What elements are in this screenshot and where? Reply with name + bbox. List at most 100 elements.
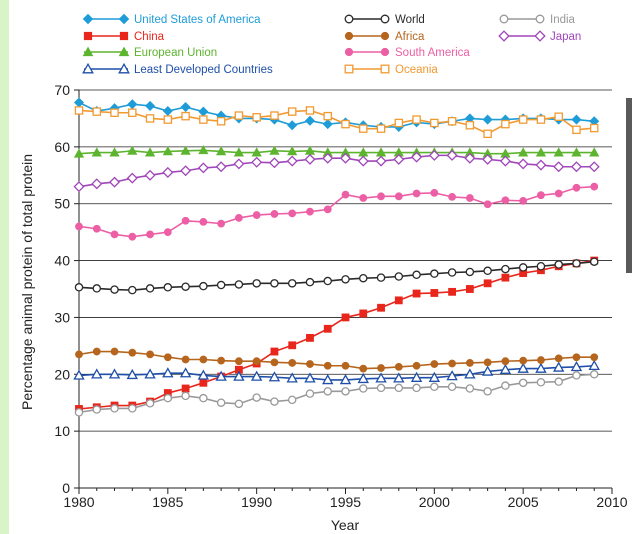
legend-label: China	[134, 31, 165, 43]
data-point-oceania	[376, 124, 386, 133]
data-point-least-developed-countries	[91, 368, 103, 379]
data-point-japan	[464, 152, 476, 164]
data-point-world	[323, 276, 332, 286]
legend-swatch-marker	[82, 62, 94, 74]
legend-swatch-marker	[82, 46, 94, 57]
data-point-china	[448, 287, 456, 296]
legend-swatch-marker	[534, 30, 546, 42]
data-point-least-developed-countries	[499, 363, 512, 374]
data-point-least-developed-countries	[481, 365, 494, 376]
data-point-least-developed-countries	[552, 361, 565, 372]
data-point-oceania	[589, 123, 599, 133]
data-point-least-developed-countries	[215, 370, 227, 381]
data-point-oceania	[270, 111, 279, 120]
data-point-japan	[91, 178, 103, 190]
data-point-japan	[535, 159, 547, 171]
data-point-africa	[359, 364, 368, 373]
data-point-oceania	[447, 117, 457, 126]
legend-item-oceania: Oceania	[344, 64, 438, 76]
data-point-oceania	[181, 111, 190, 121]
data-point-africa	[234, 357, 243, 366]
data-point-africa	[394, 362, 403, 371]
legend-swatch-marker	[344, 14, 354, 24]
data-point-south-america	[394, 192, 403, 201]
legend-item-world: World	[344, 14, 425, 26]
legend-swatch-marker	[344, 64, 354, 74]
series-world	[74, 257, 599, 295]
series-european-union	[73, 145, 600, 158]
data-point-world	[518, 263, 528, 272]
data-point-africa	[519, 356, 528, 365]
legend-item-least-developed-countries: Least Developed Countries	[82, 62, 273, 76]
data-point-least-developed-countries	[268, 371, 281, 382]
data-point-india	[234, 399, 244, 409]
data-point-oceania	[74, 106, 84, 115]
data-point-south-america	[128, 232, 137, 241]
data-point-least-developed-countries	[304, 372, 316, 383]
data-point-south-america	[146, 230, 154, 239]
legend-swatch-marker	[82, 13, 94, 25]
data-point-european-union	[269, 145, 280, 155]
data-point-world	[163, 283, 173, 292]
y-tick-label: 10	[54, 423, 70, 439]
data-point-least-developed-countries	[250, 370, 263, 381]
data-point-world	[554, 260, 563, 269]
data-point-africa	[377, 364, 385, 372]
data-point-japan	[215, 161, 227, 173]
legend-item-china: China	[83, 31, 165, 43]
data-point-least-developed-countries	[428, 371, 441, 382]
data-point-least-developed-countries	[197, 369, 210, 380]
data-point-africa	[92, 347, 101, 356]
data-point-africa	[483, 358, 492, 367]
legend-swatch-marker	[498, 30, 510, 42]
data-point-oceania	[92, 107, 102, 116]
data-point-india	[216, 398, 226, 407]
data-point-south-america	[163, 228, 172, 237]
legend-swatch-marker	[380, 31, 390, 41]
data-point-south-america	[412, 189, 421, 198]
data-point-european-union	[553, 147, 564, 157]
data-point-european-union	[589, 147, 600, 157]
data-point-japan	[411, 151, 423, 163]
data-point-south-america	[341, 190, 350, 199]
legend-label: Oceania	[395, 64, 438, 76]
data-point-oceania	[305, 106, 315, 115]
data-point-india	[359, 384, 368, 393]
data-point-world	[252, 279, 261, 288]
data-point-european-union	[535, 147, 547, 157]
data-point-oceania	[128, 108, 137, 117]
legend-swatch-marker	[118, 62, 130, 74]
series-japan	[73, 149, 600, 193]
data-point-china	[501, 273, 510, 282]
data-point-oceania	[536, 115, 546, 124]
data-point-world	[74, 283, 84, 292]
data-point-south-america	[217, 219, 226, 228]
data-point-world	[394, 272, 404, 281]
data-point-india	[341, 387, 350, 396]
data-point-south-america	[448, 192, 456, 201]
data-point-africa	[199, 355, 208, 364]
legend-label: European Union	[134, 47, 217, 59]
series-oceania	[74, 106, 599, 139]
data-point-oceania	[216, 117, 226, 126]
data-point-world	[412, 270, 421, 280]
data-point-india	[483, 387, 492, 396]
legend-swatch-marker	[380, 14, 390, 24]
x-tick-label: 2000	[419, 494, 450, 510]
data-point-oceania	[554, 112, 563, 121]
y-tick-label: 0	[62, 480, 70, 496]
y-tick-label: 50	[54, 196, 70, 212]
data-point-africa	[146, 350, 154, 359]
data-point-africa	[537, 356, 545, 364]
legend-item-european-union: European Union	[82, 46, 217, 59]
data-point-japan	[570, 161, 582, 173]
data-point-japan	[197, 162, 209, 174]
data-point-oceania	[199, 115, 208, 124]
data-point-south-america	[92, 224, 101, 233]
data-point-china	[270, 347, 279, 356]
data-point-south-america	[359, 194, 368, 202]
data-point-japan	[268, 157, 280, 169]
data-point-world	[501, 264, 510, 274]
data-point-least-developed-countries	[588, 359, 600, 371]
